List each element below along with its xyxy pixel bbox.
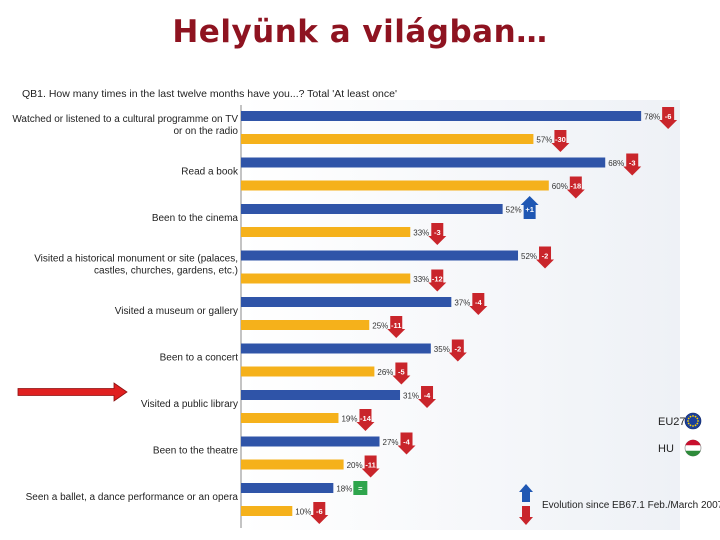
- change-badge: -2: [536, 246, 555, 269]
- change-badge-label: -3: [629, 159, 636, 168]
- category-label: Seen a ballet, a dance performance or an…: [26, 492, 239, 503]
- change-badge-label: -11: [391, 321, 401, 330]
- down-arrow-icon: [519, 506, 533, 525]
- change-badge: -11: [387, 316, 406, 338]
- change-badge: -14: [356, 409, 375, 431]
- change-badge: -6: [659, 107, 678, 129]
- bar-eu27: [241, 204, 503, 214]
- bar-eu27: [241, 157, 606, 168]
- change-badge-label: -12: [432, 275, 443, 284]
- bar-value-label: 20%: [347, 461, 363, 470]
- category-label: Visited a museum or gallery: [115, 306, 238, 317]
- change-badge: -4: [418, 386, 437, 408]
- bar-value-label: 52%: [506, 206, 522, 215]
- bar-value-label: 68%: [608, 159, 624, 168]
- plot-background: [240, 100, 680, 530]
- change-badge: -30: [551, 130, 570, 152]
- legend-label: EU27: [658, 416, 686, 428]
- bar-value-label: 19%: [341, 415, 357, 424]
- change-badge-label: -5: [398, 368, 405, 377]
- change-badge: -5: [392, 362, 411, 385]
- change-badge: -11: [361, 455, 380, 478]
- eu-flag-icon: [684, 412, 702, 430]
- category-label: Been to the cinema: [152, 213, 239, 224]
- change-badge-label: -6: [316, 507, 323, 516]
- bar-value-label: 26%: [377, 368, 393, 377]
- bar-value-label: 18%: [336, 485, 352, 494]
- change-badge-label: -4: [424, 391, 431, 400]
- change-badge-label: =: [358, 484, 363, 493]
- bar-hu: [241, 459, 344, 470]
- bar-value-label: 37%: [454, 299, 470, 308]
- bar-hu: [241, 506, 293, 516]
- change-badge-label: -3: [434, 228, 441, 237]
- category-label: Visited a historical monument or site (p…: [34, 254, 238, 265]
- change-badge: =: [353, 481, 368, 495]
- change-badge-label: -2: [542, 252, 549, 261]
- up-arrow-icon: [519, 484, 533, 502]
- bar-eu27: [241, 436, 380, 447]
- bar-eu27: [241, 250, 519, 261]
- bar-hu: [241, 366, 375, 377]
- category-labels: Watched or listened to a cultural progra…: [12, 114, 239, 503]
- legend-label: HU: [658, 443, 674, 455]
- bar-eu27: [241, 483, 334, 493]
- category-label: Been to the theatre: [153, 446, 239, 457]
- change-badge-label: -14: [360, 414, 372, 423]
- bar-hu: [241, 320, 370, 330]
- bar-value-label: 78%: [644, 113, 660, 122]
- bar-value-label: 60%: [552, 182, 568, 191]
- bar-eu27: [241, 343, 431, 354]
- bar-hu: [241, 413, 339, 423]
- category-label: or on the radio: [174, 126, 239, 137]
- category-label: castles, churches, gardens, etc.): [94, 266, 238, 277]
- bar-eu27: [241, 390, 401, 400]
- change-badge: -4: [397, 432, 416, 455]
- bar-value-label: 27%: [383, 438, 399, 447]
- bar-value-label: 57%: [536, 136, 552, 145]
- category-label: Watched or listened to a cultural progra…: [12, 114, 238, 125]
- bar-value-label: 35%: [434, 345, 450, 354]
- change-badge: +1: [520, 196, 539, 219]
- bar-eu27: [241, 111, 642, 121]
- bar-value-label: 33%: [413, 229, 429, 238]
- slide-title: Helyünk a világban…: [172, 14, 548, 50]
- bar-hu: [241, 180, 549, 191]
- evolution-key: Evolution since EB67.1 Feb./March 2007: [519, 484, 720, 525]
- bar-hu: [241, 227, 411, 237]
- evolution-label: Evolution since EB67.1 Feb./March 2007: [542, 500, 720, 511]
- bar-value-label: 52%: [521, 252, 537, 261]
- change-badge-label: -11: [365, 461, 375, 470]
- highlight-arrow-icon: [17, 382, 128, 402]
- change-badge-label: +1: [525, 205, 534, 214]
- change-badge-label: -18: [570, 182, 581, 191]
- change-badge-label: -4: [475, 298, 482, 307]
- bar-hu: [241, 273, 411, 284]
- category-label: Visited a public library: [141, 399, 238, 410]
- bar-eu27: [241, 297, 452, 307]
- bar-hu: [241, 134, 534, 144]
- bar-value-label: 31%: [403, 392, 419, 401]
- category-label: Read a book: [181, 167, 239, 178]
- bar-value-label: 33%: [413, 275, 429, 284]
- bar-value-label: 25%: [372, 322, 388, 331]
- bar-value-label: 10%: [295, 508, 311, 517]
- change-badge: -3: [623, 153, 642, 176]
- change-badge-label: -6: [665, 112, 672, 121]
- question-text: QB1. How many times in the last twelve m…: [22, 88, 397, 100]
- change-badge: -2: [448, 339, 467, 362]
- category-label: Been to a concert: [160, 353, 239, 364]
- hungary-flag-icon: [684, 439, 702, 457]
- change-badge-label: -2: [454, 345, 461, 354]
- change-badge-label: -30: [555, 135, 566, 144]
- change-badge-label: -4: [403, 438, 410, 447]
- change-badge: -12: [428, 269, 447, 292]
- change-badge: -6: [310, 502, 329, 524]
- change-badge: -3: [428, 223, 447, 245]
- legend: EU27 HU Evolution since EB67.1 Feb./March …: [519, 412, 720, 525]
- change-badge: -4: [469, 293, 488, 315]
- change-badge: -18: [566, 176, 585, 199]
